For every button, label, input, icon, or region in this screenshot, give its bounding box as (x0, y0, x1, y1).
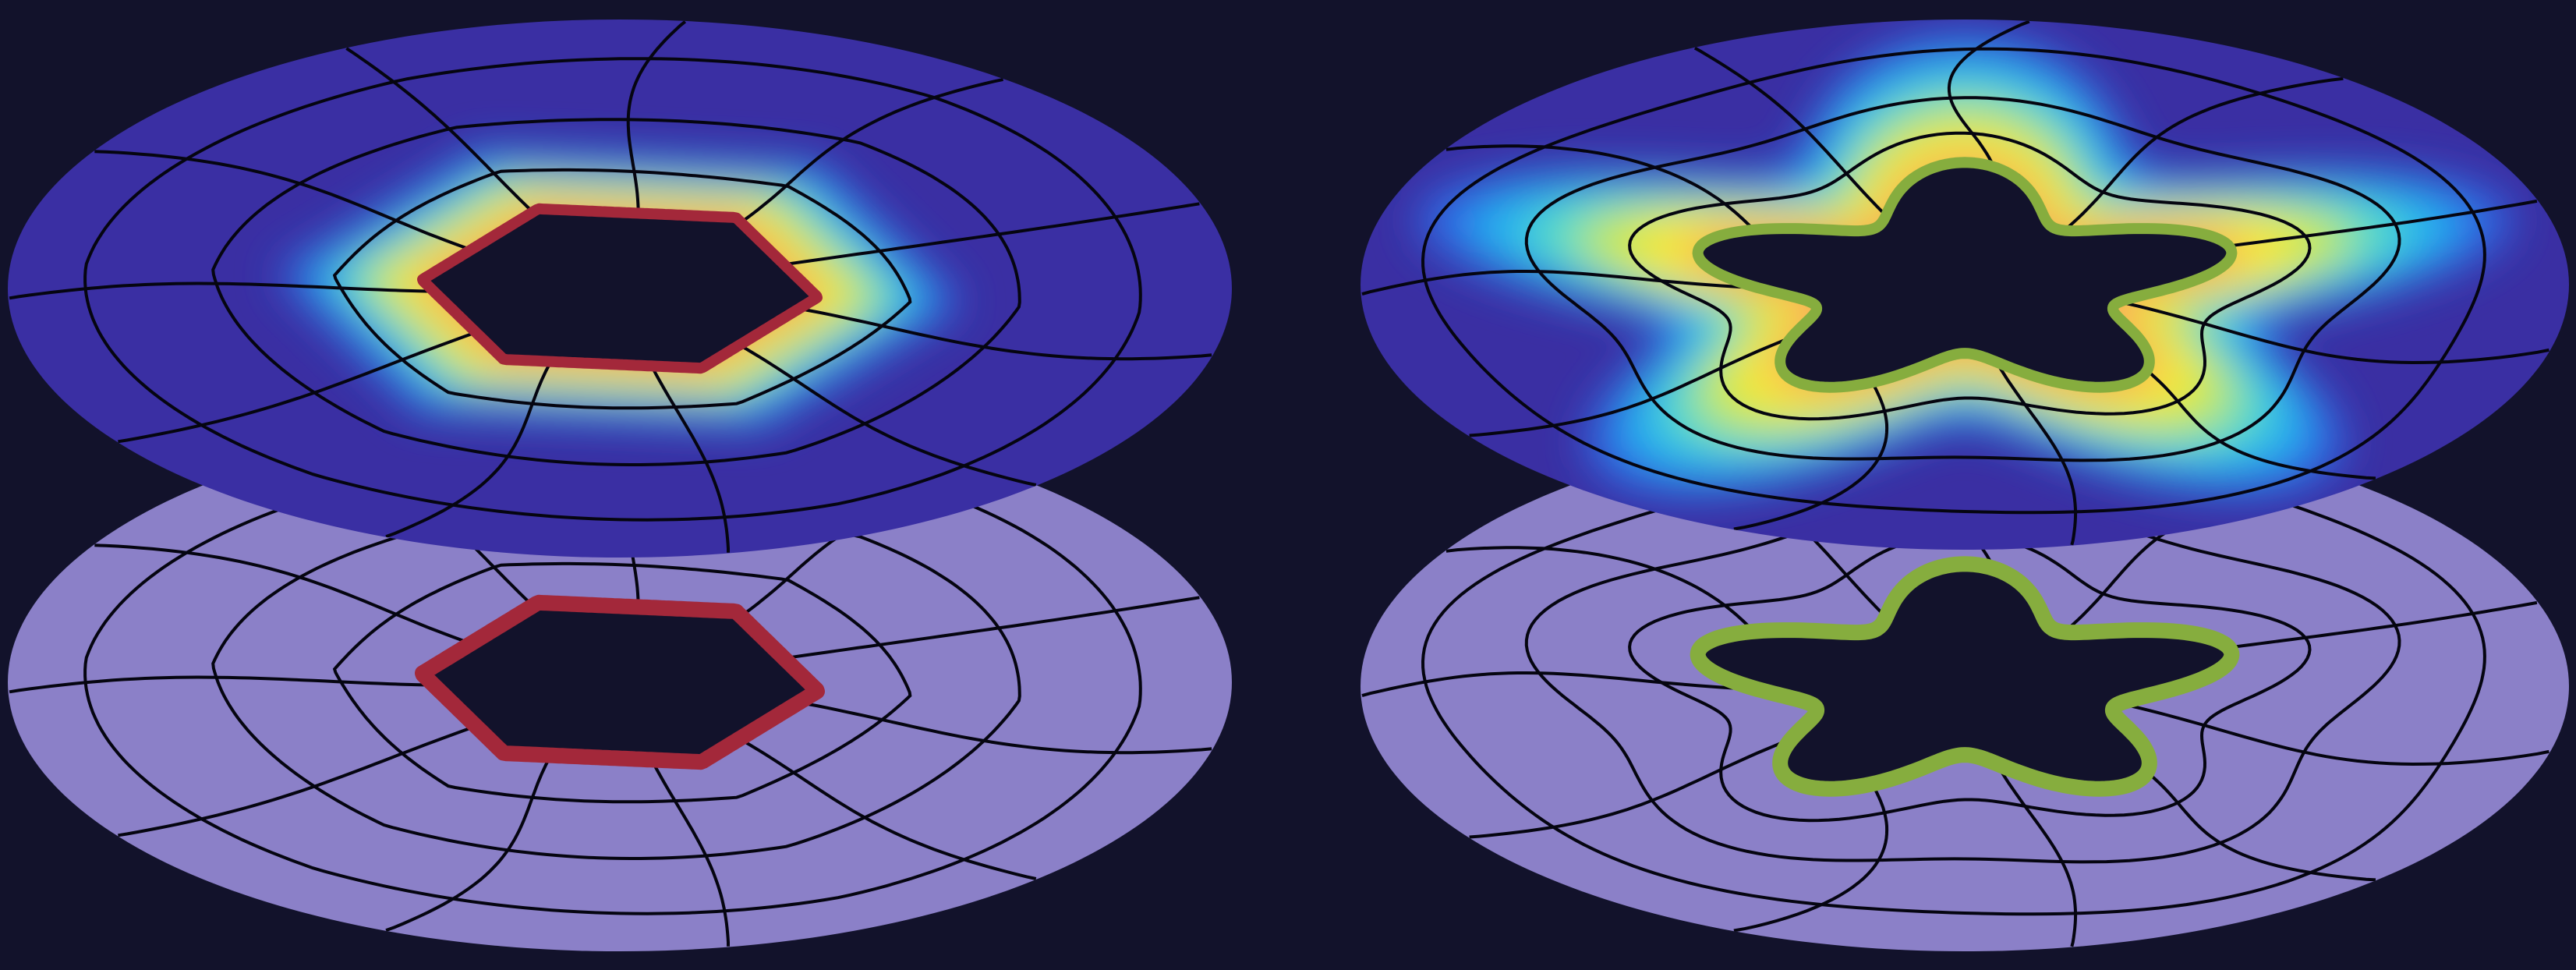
mesh-spoke (2228, 600, 2538, 650)
hexagon-hole-bottom (415, 594, 825, 770)
flat-disk-star (1361, 421, 2569, 951)
mesh-ring (1628, 533, 2312, 823)
mesh-spoke (385, 360, 553, 538)
mesh-spoke (94, 150, 472, 252)
mesh-spoke (650, 759, 730, 947)
panels-group (8, 19, 2569, 951)
mesh-spoke (2119, 300, 2549, 365)
mesh-spoke (1445, 546, 1756, 633)
mesh-spoke (1733, 381, 1889, 531)
mesh-spoke (798, 700, 1212, 755)
mesh-spoke (650, 365, 730, 553)
mesh-spoke (118, 331, 477, 444)
mesh-spoke (1469, 335, 1792, 437)
mesh-grid (1361, 19, 2549, 546)
hexagon-hole-top (417, 203, 823, 374)
mesh-spoke (738, 737, 1037, 880)
mesh-ring (1628, 131, 2312, 421)
mesh-spoke (738, 343, 1037, 487)
mesh-spoke (626, 20, 687, 214)
mesh-spoke (118, 724, 477, 837)
mesh-spoke (784, 596, 1200, 660)
mesh-spoke (1995, 763, 2078, 947)
mesh-spoke (1693, 46, 1888, 217)
mesh-ring (1421, 47, 2486, 515)
mesh-spoke (1733, 783, 1889, 933)
mesh-spoke (1995, 361, 2078, 546)
heat-disk-star (1361, 19, 2569, 550)
mesh-spoke (385, 754, 553, 932)
heat-disk-hexagon (8, 19, 1232, 558)
mesh-spoke (740, 77, 1004, 224)
mesh-spoke (9, 281, 434, 300)
flat-disk-hexagon (8, 413, 1232, 951)
mesh-spoke (2146, 770, 2376, 882)
mesh-spoke (1445, 144, 1756, 232)
mesh-spoke (798, 306, 1212, 361)
mesh-spoke (1947, 19, 2030, 168)
mesh-spoke (1469, 737, 1792, 839)
mesh-spoke (2063, 76, 2344, 232)
mesh-spoke (2228, 199, 2538, 248)
mesh-spoke (2146, 369, 2376, 480)
mesh-ring (211, 118, 1021, 466)
mesh-spoke (1361, 671, 1759, 698)
star-hole-bottom (1690, 556, 2240, 797)
panel-star (1361, 19, 2569, 951)
star-hole-top (1692, 157, 2238, 393)
mesh-spoke (345, 47, 534, 214)
mesh-spoke (9, 675, 434, 694)
mesh-grid (9, 20, 1212, 553)
mesh-spoke (2119, 702, 2549, 766)
panel-hexagon (8, 19, 1232, 951)
mesh-spoke (1361, 270, 1759, 296)
mesh-spoke (784, 202, 1200, 267)
mesh-spoke (94, 543, 472, 646)
